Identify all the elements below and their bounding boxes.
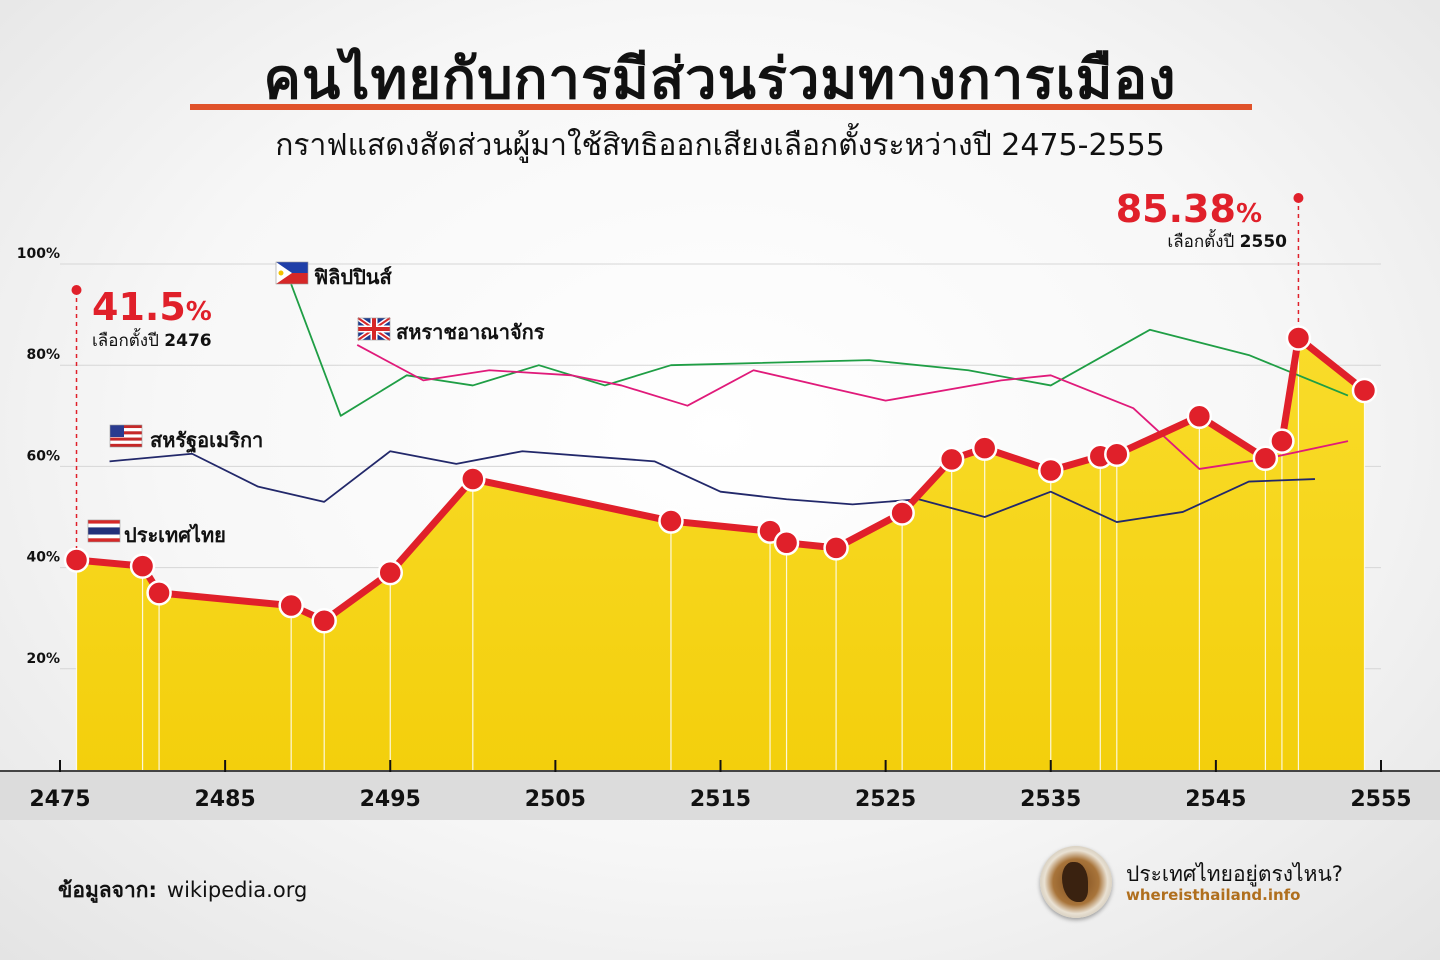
x-tick-label: 2485 [195,787,256,812]
series-label: ประเทศไทย [124,523,226,547]
flag-canton [110,425,124,437]
thailand-point [377,559,403,586]
thailand-point [823,535,849,561]
annotation-year: 2476 [164,331,211,351]
thailand-point [278,592,304,619]
philippines-flag-icon [275,261,309,285]
coffee-cup-map-icon [1040,846,1112,918]
x-tick-label: 2495 [360,787,421,812]
thailand-drop-lines [75,337,1366,770]
uk-series-line [356,344,1349,470]
flag-band [88,523,120,528]
flag-stripe [110,425,142,429]
thailand-point [971,435,998,461]
source-value: wikipedia.org [166,878,308,902]
y-tick-label: 20% [26,651,60,667]
y-axis-ticks: 20% 40% 60% 80% 100% [17,246,60,667]
flag-sun [278,270,284,276]
annotation-value: 85.38% [1116,187,1262,231]
thailand-point [1186,403,1213,430]
annotation-unit: % [186,297,212,327]
x-axis-ticks: 2475 2485 2495 2505 2515 2525 2535 2545 2555 [0,760,1440,812]
series-label: สหราชอาณาจักร [396,320,545,344]
flag-stripe [110,437,142,441]
flag-stripe [110,440,142,444]
x-tick-label: 2535 [1020,787,1081,812]
thailand-point [773,530,800,556]
x-axis-band [0,770,1440,820]
flag-stripe [110,428,142,432]
title-underline [190,104,1252,110]
series-label: ฟิลิปปินส์ [314,265,393,289]
thailand-point [1104,441,1130,468]
source-note: ข้อมูลจาก: wikipedia.org [58,874,307,907]
annotation-year: 2550 [1240,232,1287,252]
series-label: สหรัฐอเมริกา [150,428,263,454]
brand-block: ประเทศไทยอยู่ตรงไหน? whereisthailand.inf… [1040,846,1420,926]
thailand-point [1252,445,1279,472]
thailand-point [460,466,486,492]
annotation-value: 41.5% [92,285,212,329]
x-tick-label: 2525 [855,787,916,812]
flag-band [88,534,120,539]
flag-border [109,424,143,448]
flag-triangle [276,262,292,284]
flag-band-red [276,273,308,284]
thailand-map-icon [1062,862,1088,902]
x-tick-label: 2545 [1185,787,1246,812]
annotation-caption: เลือกตั้งปี 2476 [92,328,212,351]
thailand-point [1285,325,1312,351]
thailand-point [938,446,965,473]
page-title: คนไทยกับการมีส่วนร่วมทางการเมือง [263,47,1177,112]
thailand-area-fill [76,337,1365,770]
usa-flag-icon [109,424,143,448]
thailand-point [889,500,915,526]
flag-border [275,261,309,285]
flag-band-blue [276,262,308,273]
thailand-flag-icon [87,519,121,543]
annotation-unit: % [1236,199,1262,229]
y-tick-label: 100% [17,246,60,262]
x-tick-label: 2475 [29,787,90,812]
philippines-series-line [290,283,1349,417]
flag-band [88,527,120,535]
thailand-point [1038,457,1064,484]
flag-cross-red [358,318,390,340]
annotation-dot [1293,193,1304,203]
brand-url: whereisthailand.info [1126,886,1301,904]
y-tick-label: 80% [26,347,60,363]
thailand-point [146,580,172,606]
series-labels: ฟิลิปปินส์สหราชอาณาจักรสหรัฐอเมริกาประเท… [87,261,545,547]
flag-border [87,519,121,543]
source-label: ข้อมูลจาก: [58,878,157,902]
thailand-point [63,547,90,573]
usa-series-line [109,450,1315,523]
thailand-point [658,508,684,534]
comparison-series [109,283,1349,523]
thailand-point [1269,428,1295,454]
flag-stripe [110,443,142,447]
annotation-caption: เลือกตั้งปี 2550 [1167,229,1287,252]
thailand-point [311,607,337,634]
x-tick-label: 2515 [690,787,751,812]
flag-stripe [110,434,142,438]
x-tick-label: 2505 [525,787,586,812]
thailand-point [129,553,156,579]
thailand-point [1351,377,1378,404]
thailand-series [63,325,1378,634]
brand-title: ประเทศไทยอยู่ตรงไหน? [1126,862,1343,886]
flag-stripe [110,431,142,435]
uk-flag-icon [356,315,392,343]
annotation-dot [71,285,82,295]
y-tick-label: 60% [26,448,60,464]
flag-border [357,317,391,341]
x-tick-label: 2555 [1350,787,1411,812]
thailand-series-line [73,334,1368,625]
y-tick-label: 40% [26,550,60,566]
flag-band [88,520,120,524]
page-subtitle: กราฟแสดงสัดส่วนผู้มาใช้สิทธิออกเสียงเลือ… [275,128,1165,163]
flag-band [88,538,120,542]
thailand-area [76,337,1365,770]
